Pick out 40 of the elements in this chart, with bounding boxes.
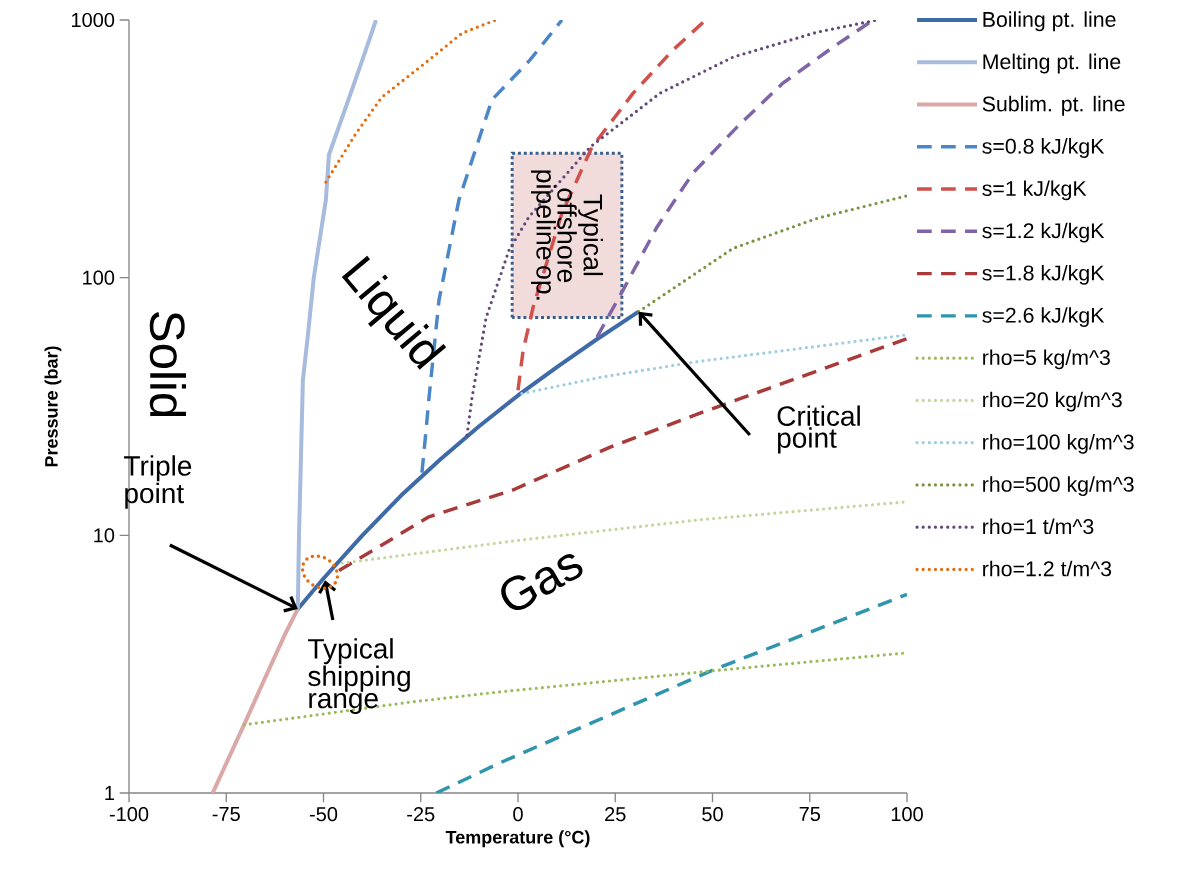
- legend-label: s=1.2 kJ/kgK: [982, 222, 1105, 243]
- line-series: [636, 194, 908, 314]
- annotation: Solid: [149, 311, 186, 417]
- legend-label: rho=20 kg/m^3: [983, 391, 1122, 412]
- annotation: Triple point: [124, 455, 192, 509]
- annotation: Critical point: [777, 405, 860, 454]
- x-tick-label: -50: [309, 807, 338, 822]
- x-tick-label: -25: [407, 807, 435, 822]
- annotation: Typical offshore pipeline op.: [531, 170, 603, 300]
- annotation: Typical shipping range: [308, 638, 410, 714]
- x-tick-label: 75: [799, 807, 821, 821]
- y-axis-title: Pressure (bar): [44, 346, 62, 467]
- line-series: [516, 20, 705, 392]
- y-tick-label: 10: [94, 528, 115, 543]
- legend-label: s=0.8 kJ/kgK: [982, 138, 1105, 159]
- x-tick-label: 50: [702, 807, 723, 822]
- legend-label: Boiling pt. line: [983, 11, 1116, 32]
- legend-label: s=2.6 kJ/kgK: [982, 307, 1105, 328]
- x-tick-label: 25: [605, 807, 626, 822]
- legend-label: rho=100 kg/m^3: [983, 433, 1134, 454]
- line-series: [210, 606, 300, 793]
- legend-label: Melting pt. line: [983, 53, 1121, 74]
- annotation: Gas: [501, 554, 583, 611]
- legend-label: s=1.8 kJ/kgK: [982, 264, 1105, 285]
- y-tick-label: 100: [83, 270, 115, 285]
- legend-label: rho=500 kg/m^3: [983, 476, 1134, 497]
- line-series: [520, 333, 908, 396]
- legend-label: rho=1.2 t/m^3: [983, 560, 1112, 577]
- legend-label: rho=5 kg/m^3: [983, 349, 1110, 370]
- x-axis-title: Temperature (°C): [445, 830, 590, 848]
- x-tick-label: 100: [891, 807, 923, 822]
- y-tick-label: 1000: [71, 12, 115, 28]
- line-series: [324, 20, 498, 184]
- x-tick-label: -75: [212, 807, 240, 821]
- legend-label: s=1 kJ/kgK: [982, 180, 1087, 201]
- x-tick-label: -100: [109, 807, 149, 822]
- x-tick-label: 0: [513, 807, 523, 822]
- legend-label: rho=1 t/m^3: [983, 518, 1094, 535]
- y-tick-label: 1: [105, 786, 114, 800]
- legend-label: Sublim. pt. line: [982, 95, 1125, 116]
